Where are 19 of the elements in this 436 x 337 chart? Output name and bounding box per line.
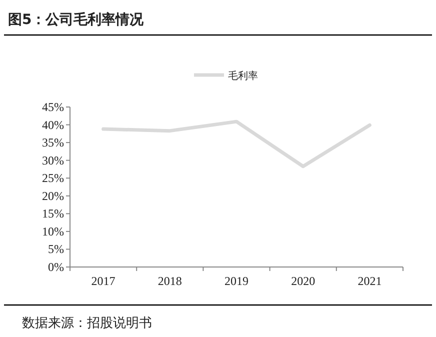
y-tick-label: 20%	[42, 188, 64, 203]
x-tick-label: 2018	[158, 274, 182, 288]
x-tick-label: 2021	[358, 274, 382, 288]
y-tick-label: 15%	[42, 206, 64, 221]
y-tick-label: 25%	[42, 171, 64, 186]
x-tick-label: 2017	[91, 274, 116, 288]
y-tick-label: 5%	[48, 242, 64, 256]
line-series	[102, 120, 372, 168]
legend-label: 毛利率	[228, 70, 258, 82]
y-tick-label: 35%	[42, 136, 64, 150]
y-tick-label: 10%	[42, 224, 64, 238]
x-tick-label: 2019	[224, 274, 248, 288]
x-tick-label: 2020	[291, 274, 316, 288]
y-tick-label: 0%	[48, 260, 64, 274]
source-note: 数据来源：招股说明书	[22, 316, 152, 331]
y-tick-label: 40%	[42, 118, 64, 132]
chart-title: 图5：公司毛利率情况	[8, 11, 145, 28]
y-tick-label: 45%	[42, 100, 64, 114]
y-tick-label: 30%	[42, 153, 64, 168]
